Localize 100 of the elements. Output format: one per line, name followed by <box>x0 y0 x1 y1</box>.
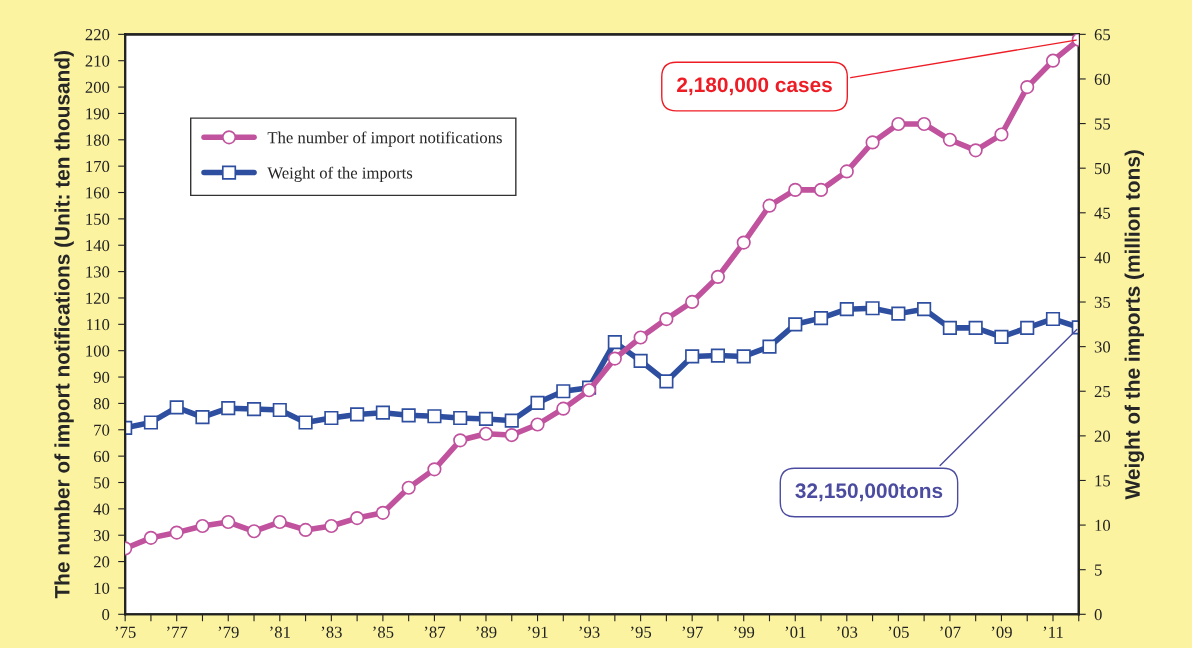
point <box>246 524 262 539</box>
point <box>968 143 983 158</box>
y-tick-label: 90 <box>93 371 110 383</box>
point <box>762 198 777 213</box>
x-tick-label: ’09 <box>991 626 1012 638</box>
point <box>375 405 390 420</box>
point <box>788 182 803 197</box>
y2-tick-label: 65 <box>1094 29 1111 41</box>
point <box>504 413 519 428</box>
point <box>221 514 236 530</box>
y2-tick-label: 45 <box>1094 207 1111 219</box>
y2-tick-label: 40 <box>1094 252 1111 264</box>
legend-label: The number of import notifications <box>267 131 502 147</box>
point <box>246 402 262 417</box>
point <box>994 329 1009 344</box>
point <box>917 302 932 317</box>
x-tick-label: ’85 <box>373 626 394 638</box>
y-tick-label: 180 <box>86 134 110 146</box>
point <box>143 530 159 545</box>
x-tick-label: ’93 <box>579 626 600 638</box>
y2-axis-title: Weight of the imports (million tons) <box>1124 150 1145 500</box>
point <box>375 505 390 520</box>
y-tick-label: 100 <box>86 345 110 357</box>
point <box>427 409 442 424</box>
y-tick-label: 170 <box>86 160 110 173</box>
y-tick-label: 190 <box>86 108 110 120</box>
point <box>968 320 983 335</box>
point <box>710 348 726 363</box>
y2-tick-label: 5 <box>1095 564 1102 576</box>
y-tick-label: 40 <box>93 503 110 515</box>
y-tick-label: 220 <box>85 29 110 41</box>
y2-tick-label: 20 <box>1094 430 1111 442</box>
x-tick-label: ’81 <box>270 626 290 638</box>
point <box>942 132 957 147</box>
point <box>556 384 571 399</box>
point <box>272 514 287 530</box>
point <box>324 410 339 426</box>
point <box>685 294 700 310</box>
annotation: 2,180,000 cases <box>677 77 832 96</box>
point <box>298 415 313 430</box>
point <box>298 522 313 538</box>
point <box>607 351 622 366</box>
point <box>891 306 906 321</box>
x-tick-label: ’95 <box>630 626 652 638</box>
point <box>736 349 751 364</box>
point <box>917 116 932 132</box>
point <box>221 401 236 416</box>
x-tick-label: ’75 <box>115 626 136 638</box>
point <box>762 339 777 354</box>
point <box>865 135 880 150</box>
point <box>994 127 1009 142</box>
x-tick-label: ’05 <box>888 626 909 638</box>
y-tick-label: 20 <box>93 556 110 568</box>
point <box>1045 311 1061 327</box>
point <box>1045 53 1061 68</box>
point <box>813 182 829 197</box>
point <box>685 349 700 364</box>
point <box>143 415 159 430</box>
point <box>659 374 674 389</box>
y-tick-label: 60 <box>93 450 110 463</box>
point <box>169 400 184 415</box>
y-axis-title: The number of import notifications (Unit: ten thousand) <box>54 51 74 599</box>
x-tick-label: ’79 <box>218 626 239 638</box>
point <box>478 426 494 441</box>
x-tick-label: ’87 <box>424 626 446 638</box>
y2-tick-label: 30 <box>1094 341 1111 353</box>
y2-tick-label: 15 <box>1095 475 1111 487</box>
point <box>659 311 674 327</box>
point <box>195 518 210 534</box>
point <box>350 510 365 526</box>
point <box>839 302 854 317</box>
y2-tick-label: 50 <box>1095 162 1111 175</box>
point <box>710 269 726 284</box>
y2-tick-label: 35 <box>1094 296 1111 308</box>
point <box>607 335 622 350</box>
point <box>530 395 545 410</box>
point <box>195 410 210 425</box>
point <box>891 116 906 132</box>
point <box>942 320 957 335</box>
point <box>272 402 287 418</box>
point <box>453 410 468 426</box>
y-tick-label: 50 <box>94 477 110 489</box>
x-tick-label: ’97 <box>682 626 703 638</box>
point <box>736 235 751 250</box>
x-tick-label: ’03 <box>837 626 858 638</box>
point <box>504 427 519 443</box>
x-tick-label: ’89 <box>476 626 497 638</box>
x-tick-label: ’07 <box>940 626 961 638</box>
point <box>401 480 416 495</box>
y2-tick-label: 10 <box>1095 519 1111 532</box>
y-tick-label: 0 <box>102 609 110 621</box>
legend-label: Weight of the imports <box>267 166 413 183</box>
y-tick-label: 70 <box>94 424 110 436</box>
y-tick-label: 10 <box>94 582 110 594</box>
y-tick-label: 80 <box>93 398 110 410</box>
point <box>427 462 442 477</box>
x-tick-label: ’83 <box>321 626 342 638</box>
point <box>169 525 184 540</box>
point <box>1020 79 1035 95</box>
y-tick-label: 150 <box>86 213 110 225</box>
